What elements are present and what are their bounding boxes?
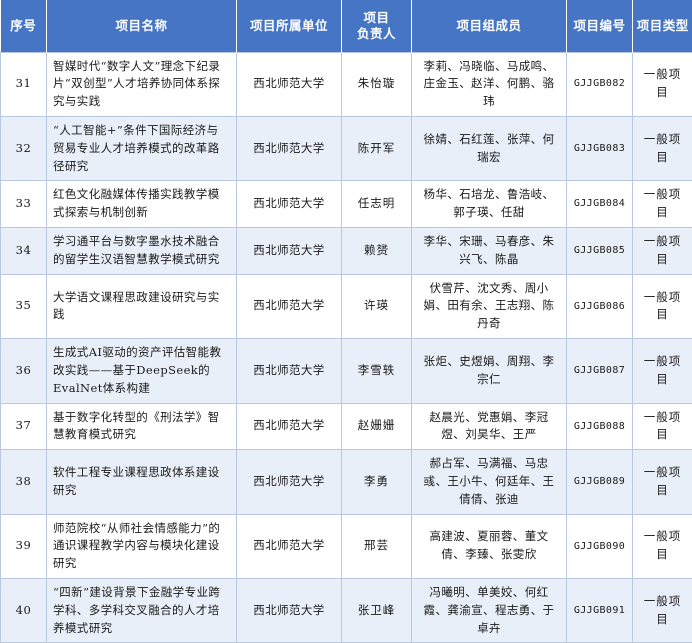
cell-code: GJJGB082 xyxy=(567,52,633,116)
cell-members: 张炬、史煜娟、周翔、李宗仁 xyxy=(412,339,567,403)
column-header-project-name: 项目名称 xyxy=(47,0,237,52)
cell-unit: 西北师范大学 xyxy=(237,116,342,180)
cell-leader: 邢芸 xyxy=(342,514,412,578)
cell-code: GJJGB085 xyxy=(567,228,633,275)
table-row: 36 生成式AI驱动的资产评估智能教改实践——基于DeepSeek的EvalNe… xyxy=(1,339,692,403)
cell-type: 一般项目 xyxy=(633,116,692,180)
cell-type: 一般项目 xyxy=(633,514,692,578)
table-row: 38 软件工程专业课程思政体系建设研究 西北师范大学 李勇 郝占军、马满福、马忠… xyxy=(1,450,692,514)
cell-members: 杨华、石培龙、鲁浩岐、郭子瑛、任甜 xyxy=(412,181,567,228)
cell-leader: 李勇 xyxy=(342,450,412,514)
cell-members: 徐婧、石红莲、张萍、何瑞宏 xyxy=(412,116,567,180)
cell-members: 伏雪芹、沈文秀、周小娟、田有余、王志翔、陈丹奇 xyxy=(412,274,567,338)
cell-sequence: 31 xyxy=(1,52,47,116)
cell-project-name: 生成式AI驱动的资产评估智能教改实践——基于DeepSeek的EvalNet体系… xyxy=(47,339,237,403)
cell-leader: 朱怡璇 xyxy=(342,52,412,116)
cell-sequence: 34 xyxy=(1,228,47,275)
table-header: 序号 项目名称 项目所属单位 项目 负责人 项目组成员 项目编号 项目类型 xyxy=(1,0,692,52)
table-row: 31 智媒时代“数字人文”理念下纪录片“双创型”人才培养协同体系探究与实践 西北… xyxy=(1,52,692,116)
cell-unit: 西北师范大学 xyxy=(237,339,342,403)
cell-project-name: 智媒时代“数字人文”理念下纪录片“双创型”人才培养协同体系探究与实践 xyxy=(47,52,237,116)
cell-members: 赵晨光、党惠娟、李冠煜、刘昊华、王严 xyxy=(412,403,567,450)
table-row: 33 红色文化融媒体传播实践教学模式探索与机制创新 西北师范大学 任志明 杨华、… xyxy=(1,181,692,228)
cell-project-name: “人工智能+”条件下国际经济与贸易专业人才培养模式的改革路径研究 xyxy=(47,116,237,180)
cell-unit: 西北师范大学 xyxy=(237,579,342,643)
cell-type: 一般项目 xyxy=(633,450,692,514)
table-row: 32 “人工智能+”条件下国际经济与贸易专业人才培养模式的改革路径研究 西北师范… xyxy=(1,116,692,180)
cell-project-name: 师范院校“从师社会情感能力”的通识课程教学内容与模块化建设研究 xyxy=(47,514,237,578)
cell-leader: 陈开军 xyxy=(342,116,412,180)
cell-sequence: 32 xyxy=(1,116,47,180)
column-header-leader: 项目 负责人 xyxy=(342,0,412,52)
cell-unit: 西北师范大学 xyxy=(237,403,342,450)
cell-unit: 西北师范大学 xyxy=(237,514,342,578)
table-row: 37 基于数字化转型的《刑法学》智慧教育模式研究 西北师范大学 赵姗姗 赵晨光、… xyxy=(1,403,692,450)
cell-leader: 赵姗姗 xyxy=(342,403,412,450)
cell-sequence: 37 xyxy=(1,403,47,450)
table-row: 40 “四新”建设背景下金融学专业跨学科、多学科交叉融合的人才培养模式研究 西北… xyxy=(1,579,692,643)
table-row: 35 大学语文课程思政建设研究与实践 西北师范大学 许瑛 伏雪芹、沈文秀、周小娟… xyxy=(1,274,692,338)
cell-project-name: 红色文化融媒体传播实践教学模式探索与机制创新 xyxy=(47,181,237,228)
cell-leader: 张卫峰 xyxy=(342,579,412,643)
column-header-unit: 项目所属单位 xyxy=(237,0,342,52)
cell-type: 一般项目 xyxy=(633,403,692,450)
cell-type: 一般项目 xyxy=(633,228,692,275)
header-row: 序号 项目名称 项目所属单位 项目 负责人 项目组成员 项目编号 项目类型 xyxy=(1,0,692,52)
cell-members: 冯曦明、单美姣、何红霞、龚渝宣、程志勇、于卓卉 xyxy=(412,579,567,643)
cell-project-name: “四新”建设背景下金融学专业跨学科、多学科交叉融合的人才培养模式研究 xyxy=(47,579,237,643)
cell-code: GJJGB087 xyxy=(567,339,633,403)
cell-code: GJJGB086 xyxy=(567,274,633,338)
table-body: 31 智媒时代“数字人文”理念下纪录片“双创型”人才培养协同体系探究与实践 西北… xyxy=(1,52,692,643)
cell-code: GJJGB088 xyxy=(567,403,633,450)
cell-unit: 西北师范大学 xyxy=(237,181,342,228)
cell-members: 郝占军、马满福、马忠彧、王小牛、何廷年、王倩倩、张迪 xyxy=(412,450,567,514)
cell-unit: 西北师范大学 xyxy=(237,274,342,338)
cell-type: 一般项目 xyxy=(633,181,692,228)
cell-type: 一般项目 xyxy=(633,579,692,643)
cell-unit: 西北师范大学 xyxy=(237,228,342,275)
cell-project-name: 学习通平台与数字墨水技术融合的留学生汉语智慧教学模式研究 xyxy=(47,228,237,275)
cell-leader: 任志明 xyxy=(342,181,412,228)
column-header-type: 项目类型 xyxy=(633,0,692,52)
column-header-sequence: 序号 xyxy=(1,0,47,52)
table-row: 39 师范院校“从师社会情感能力”的通识课程教学内容与模块化建设研究 西北师范大… xyxy=(1,514,692,578)
column-header-members: 项目组成员 xyxy=(412,0,567,52)
cell-sequence: 39 xyxy=(1,514,47,578)
column-header-leader-line2: 负责人 xyxy=(357,26,396,41)
cell-code: GJJGB089 xyxy=(567,450,633,514)
cell-leader: 李雪轶 xyxy=(342,339,412,403)
column-header-code: 项目编号 xyxy=(567,0,633,52)
cell-unit: 西北师范大学 xyxy=(237,52,342,116)
cell-type: 一般项目 xyxy=(633,274,692,338)
cell-code: GJJGB083 xyxy=(567,116,633,180)
cell-sequence: 40 xyxy=(1,579,47,643)
cell-members: 李莉、冯晓临、马成鸣、庄金玉、赵洋、何鹏、骆玮 xyxy=(412,52,567,116)
cell-members: 高建波、夏丽蓉、董文倩、李臻、张雯欣 xyxy=(412,514,567,578)
cell-sequence: 35 xyxy=(1,274,47,338)
cell-code: GJJGB084 xyxy=(567,181,633,228)
cell-project-name: 基于数字化转型的《刑法学》智慧教育模式研究 xyxy=(47,403,237,450)
cell-project-name: 软件工程专业课程思政体系建设研究 xyxy=(47,450,237,514)
cell-code: GJJGB091 xyxy=(567,579,633,643)
cell-sequence: 33 xyxy=(1,181,47,228)
column-header-leader-line1: 项目 xyxy=(363,10,389,25)
cell-unit: 西北师范大学 xyxy=(237,450,342,514)
cell-leader: 许瑛 xyxy=(342,274,412,338)
table-row: 34 学习通平台与数字墨水技术融合的留学生汉语智慧教学模式研究 西北师范大学 赖… xyxy=(1,228,692,275)
cell-leader: 赖赟 xyxy=(342,228,412,275)
cell-type: 一般项目 xyxy=(633,339,692,403)
cell-sequence: 38 xyxy=(1,450,47,514)
cell-members: 李华、宋珊、马春彦、朱兴飞、陈晶 xyxy=(412,228,567,275)
cell-project-name: 大学语文课程思政建设研究与实践 xyxy=(47,274,237,338)
cell-sequence: 36 xyxy=(1,339,47,403)
cell-code: GJJGB090 xyxy=(567,514,633,578)
cell-type: 一般项目 xyxy=(633,52,692,116)
